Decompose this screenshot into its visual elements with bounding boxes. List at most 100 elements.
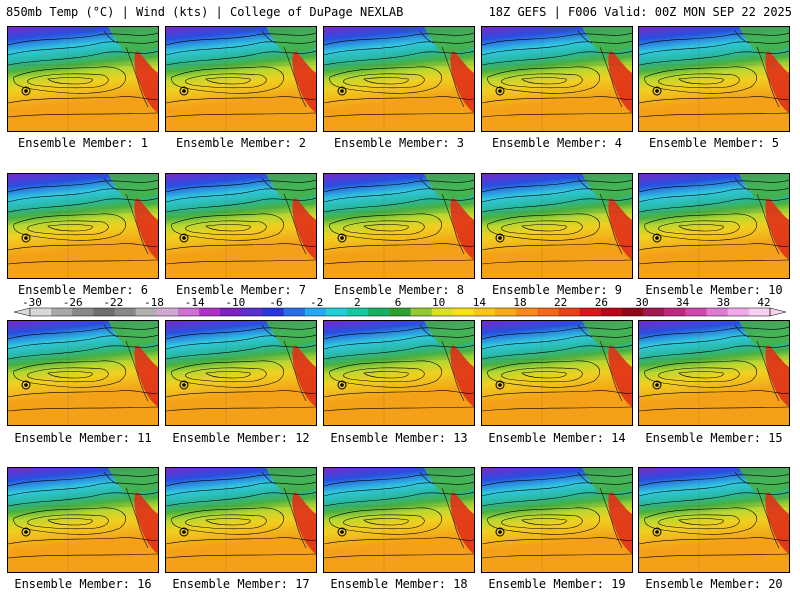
ensemble-member-map[interactable]	[481, 173, 633, 279]
colorbar-segment	[431, 308, 454, 316]
contour-line	[363, 371, 409, 379]
member-label-prefix: Ensemble Member:	[330, 577, 454, 591]
colorbar-tick-label: 42	[757, 296, 770, 309]
contour-line	[324, 112, 474, 118]
ensemble-member-map[interactable]	[638, 467, 790, 573]
contour-line	[639, 334, 789, 350]
member-number: 18	[453, 577, 468, 591]
contour-line	[324, 344, 474, 360]
contour-line	[482, 179, 632, 193]
contour-line	[639, 553, 789, 559]
contour-line	[8, 96, 158, 104]
storm-center-icon	[179, 86, 189, 96]
ensemble-member-map[interactable]	[481, 467, 633, 573]
ensemble-member-map[interactable]	[323, 320, 475, 426]
storm-center-icon	[337, 527, 347, 537]
contour-line	[678, 224, 724, 232]
ensemble-member-map[interactable]	[7, 320, 159, 426]
contour-line	[324, 179, 474, 193]
coastline	[261, 177, 307, 255]
ensemble-member-map[interactable]	[638, 173, 790, 279]
colorbar-segment	[114, 308, 137, 316]
contour-line	[8, 259, 158, 265]
member-number: 12	[295, 431, 310, 445]
ensemble-member-label: Ensemble Member: 18	[320, 577, 478, 591]
colorbar-segment	[199, 308, 221, 316]
colorbar-outline	[29, 307, 771, 317]
ensemble-member-map[interactable]	[7, 173, 159, 279]
storm-center-dot	[24, 236, 28, 240]
member-number: 20	[768, 577, 783, 591]
coastline	[577, 324, 623, 402]
contour-line	[166, 553, 316, 559]
contour-line	[658, 367, 740, 383]
colorbar-segment	[326, 308, 348, 316]
contour-line	[501, 367, 583, 383]
contour-line	[205, 77, 251, 85]
contour-line	[166, 390, 316, 398]
contour-line	[166, 473, 316, 487]
contour-line	[639, 326, 789, 340]
storm-center-dot	[340, 530, 344, 534]
ensemble-member-map[interactable]	[165, 320, 317, 426]
storm-center-dot	[498, 236, 502, 240]
contour-line	[166, 243, 316, 251]
ensemble-member-map[interactable]	[323, 26, 475, 132]
member-number: 1	[140, 136, 149, 150]
coastline	[419, 324, 465, 402]
coastline	[419, 30, 465, 108]
colorbar-tick-label: 38	[717, 296, 730, 309]
contour-line	[27, 367, 109, 383]
contour-line	[185, 220, 267, 236]
ensemble-member-label: Ensemble Member: 3	[320, 136, 478, 150]
ensemble-member-map[interactable]	[165, 467, 317, 573]
storm-center-dot	[498, 89, 502, 93]
contour-line	[482, 491, 632, 507]
contour-line	[324, 326, 474, 340]
ensemble-member-map[interactable]	[638, 320, 790, 426]
ensemble-member-label: Ensemble Member: 14	[478, 431, 636, 445]
storm-center-icon	[337, 380, 347, 390]
contour-line	[482, 96, 632, 104]
colorbar-segment	[72, 308, 94, 316]
ensemble-member-map[interactable]	[7, 26, 159, 132]
contour-line	[482, 553, 632, 559]
ensemble-member-map[interactable]	[165, 173, 317, 279]
storm-center-icon	[495, 86, 505, 96]
ensemble-member-map[interactable]	[165, 26, 317, 132]
colorbar-tick-label: 2	[354, 296, 361, 309]
colorbar-segment	[600, 308, 623, 316]
coastline	[261, 324, 307, 402]
contour-line	[185, 514, 267, 530]
ensemble-member-map[interactable]	[323, 173, 475, 279]
ensemble-member-label: Ensemble Member: 6	[4, 283, 162, 297]
contour-line	[166, 259, 316, 265]
contour-line	[482, 344, 632, 360]
colorbar-segment	[537, 308, 559, 316]
colorbar-tick-label: -26	[63, 296, 83, 309]
storm-center-icon	[337, 86, 347, 96]
ensemble-member-map[interactable]	[481, 320, 633, 426]
colorbar-tick-label: -18	[144, 296, 164, 309]
contour-line	[8, 32, 158, 46]
ensemble-member-map[interactable]	[481, 26, 633, 132]
colorbar-segment	[516, 308, 538, 316]
contour-line	[8, 406, 158, 412]
ensemble-member-map[interactable]	[638, 26, 790, 132]
contour-line	[482, 259, 632, 265]
ensemble-member-map[interactable]	[7, 467, 159, 573]
member-label-prefix: Ensemble Member:	[645, 577, 769, 591]
contour-line	[639, 187, 789, 203]
contour-line	[166, 326, 316, 340]
ensemble-member-label: Ensemble Member: 16	[4, 577, 162, 591]
contour-line	[324, 243, 474, 251]
member-label-prefix: Ensemble Member:	[645, 431, 769, 445]
colorbar-tick-label: -14	[185, 296, 205, 309]
contour-line	[166, 179, 316, 193]
ensemble-member-label: Ensemble Member: 10	[635, 283, 793, 297]
contour-line	[324, 553, 474, 559]
colorbar-segment	[389, 308, 411, 316]
contour-line	[363, 518, 409, 526]
storm-center-dot	[655, 383, 659, 387]
ensemble-member-map[interactable]	[323, 467, 475, 573]
